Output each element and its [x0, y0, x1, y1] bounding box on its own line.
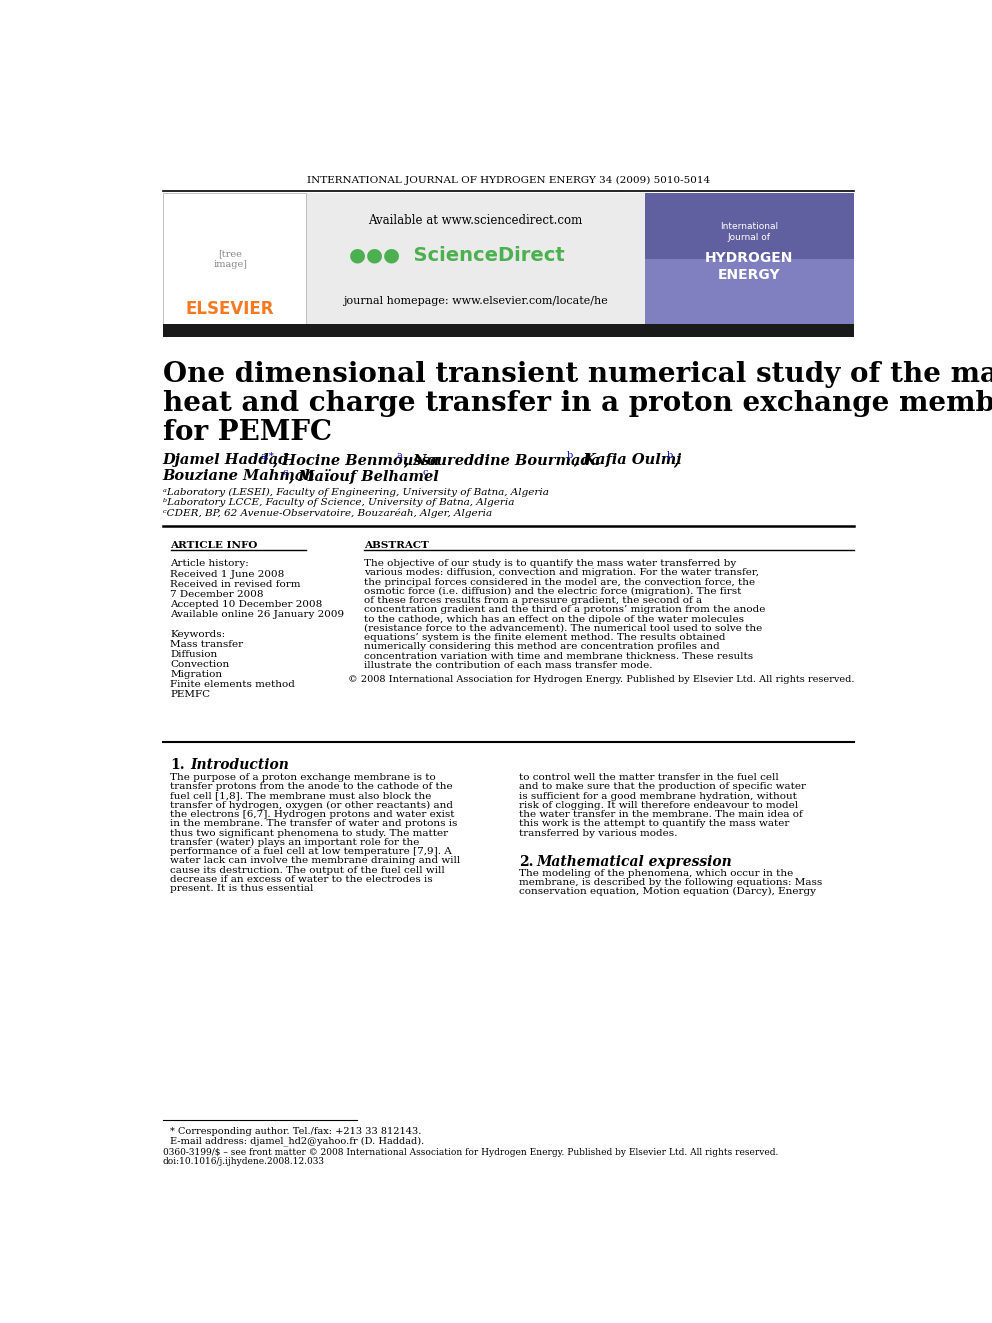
- Text: , Hocine Benmoussa: , Hocine Benmoussa: [272, 452, 439, 467]
- Text: various modes: diffusion, convection and migration. For the water transfer,: various modes: diffusion, convection and…: [364, 569, 759, 577]
- Text: the water transfer in the membrane. The main idea of: the water transfer in the membrane. The …: [519, 810, 803, 819]
- Text: ᵃLaboratory (LESEI), Faculty of Engineering, University of Batna, Algeria: ᵃLaboratory (LESEI), Faculty of Engineer…: [163, 488, 549, 497]
- Text: HYDROGEN
ENERGY: HYDROGEN ENERGY: [705, 251, 794, 282]
- Text: Mass transfer: Mass transfer: [171, 640, 244, 650]
- Text: in the membrane. The transfer of water and protons is: in the membrane. The transfer of water a…: [171, 819, 458, 828]
- Text: PEMFC: PEMFC: [171, 691, 210, 699]
- Text: ABSTRACT: ABSTRACT: [364, 541, 429, 549]
- Text: a,*: a,*: [260, 451, 274, 460]
- Text: Mathematical expression: Mathematical expression: [537, 855, 732, 869]
- Text: equations’ system is the finite element method. The results obtained: equations’ system is the finite element …: [364, 634, 726, 642]
- Text: illustrate the contribution of each mass transfer mode.: illustrate the contribution of each mass…: [364, 660, 653, 669]
- Text: transferred by various modes.: transferred by various modes.: [519, 828, 678, 837]
- Text: The objective of our study is to quantify the mass water transferred by: The objective of our study is to quantif…: [364, 560, 736, 568]
- Text: conservation equation, Motion equation (Darcy), Energy: conservation equation, Motion equation (…: [519, 888, 816, 896]
- Text: E-mail address: djamel_hd2@yahoo.fr (D. Haddad).: E-mail address: djamel_hd2@yahoo.fr (D. …: [171, 1136, 425, 1147]
- Text: risk of clogging. It will therefore endeavour to model: risk of clogging. It will therefore ende…: [519, 800, 799, 810]
- Text: c: c: [282, 467, 288, 476]
- Text: thus two significant phenomena to study. The matter: thus two significant phenomena to study.…: [171, 828, 448, 837]
- Text: journal homepage: www.elsevier.com/locate/he: journal homepage: www.elsevier.com/locat…: [342, 296, 607, 306]
- Text: Bouziane Mahmah: Bouziane Mahmah: [163, 470, 315, 483]
- Text: ●●●  ScienceDirect: ●●● ScienceDirect: [349, 246, 565, 265]
- Text: c: c: [423, 467, 428, 476]
- Text: water lack can involve the membrane draining and will: water lack can involve the membrane drai…: [171, 856, 460, 865]
- Text: transfer (water) plays an important role for the: transfer (water) plays an important role…: [171, 837, 420, 847]
- Text: present. It is thus essential: present. It is thus essential: [171, 884, 313, 893]
- Text: numerically considering this method are concentration profiles and: numerically considering this method are …: [364, 643, 720, 651]
- Bar: [163, 324, 854, 337]
- Bar: [645, 259, 854, 324]
- Text: to the cathode, which has an effect on the dipole of the water molecules: to the cathode, which has an effect on t…: [364, 615, 744, 623]
- Text: for PEMFC: for PEMFC: [163, 419, 331, 446]
- Text: Accepted 10 December 2008: Accepted 10 December 2008: [171, 599, 322, 609]
- Text: * Corresponding author. Tel./fax: +213 33 812143.: * Corresponding author. Tel./fax: +213 3…: [171, 1127, 422, 1136]
- Text: Djamel Haddad: Djamel Haddad: [163, 452, 289, 467]
- Text: a: a: [397, 451, 403, 460]
- Text: 1.: 1.: [171, 758, 186, 771]
- Text: Introduction: Introduction: [189, 758, 289, 771]
- Text: International
Journal of: International Journal of: [720, 222, 779, 242]
- Text: transfer protons from the anode to the cathode of the: transfer protons from the anode to the c…: [171, 782, 453, 791]
- Bar: [163, 193, 307, 324]
- Text: concentration variation with time and membrane thickness. These results: concentration variation with time and me…: [364, 651, 753, 660]
- Text: Finite elements method: Finite elements method: [171, 680, 296, 689]
- Text: performance of a fuel cell at low temperature [7,9]. A: performance of a fuel cell at low temper…: [171, 847, 452, 856]
- Text: Article history:: Article history:: [171, 560, 249, 568]
- Text: The purpose of a proton exchange membrane is to: The purpose of a proton exchange membran…: [171, 773, 436, 782]
- Text: decrease if an excess of water to the electrodes is: decrease if an excess of water to the el…: [171, 875, 434, 884]
- Text: , Kafia Oulmi: , Kafia Oulmi: [572, 452, 682, 467]
- Text: Received 1 June 2008: Received 1 June 2008: [171, 570, 285, 579]
- Text: concentration gradient and the third of a protons’ migration from the anode: concentration gradient and the third of …: [364, 606, 766, 614]
- Text: ARTICLE INFO: ARTICLE INFO: [171, 541, 258, 549]
- Text: and to make sure that the production of specific water: and to make sure that the production of …: [519, 782, 806, 791]
- Text: 7 December 2008: 7 December 2008: [171, 590, 264, 599]
- Text: Received in revised form: Received in revised form: [171, 579, 301, 589]
- Text: this work is the attempt to quantify the mass water: this work is the attempt to quantify the…: [519, 819, 790, 828]
- Text: Available at www.sciencedirect.com: Available at www.sciencedirect.com: [368, 214, 582, 226]
- Text: ,: ,: [673, 452, 678, 467]
- Text: b: b: [667, 451, 673, 460]
- Bar: [307, 193, 645, 324]
- Text: to control well the matter transfer in the fuel cell: to control well the matter transfer in t…: [519, 773, 779, 782]
- Text: Keywords:: Keywords:: [171, 630, 225, 639]
- Text: membrane, is described by the following equations: Mass: membrane, is described by the following …: [519, 878, 822, 886]
- Text: 0360-3199/$ – see front matter © 2008 International Association for Hydrogen Ene: 0360-3199/$ – see front matter © 2008 In…: [163, 1148, 778, 1158]
- Text: The modeling of the phenomena, which occur in the: The modeling of the phenomena, which occ…: [519, 869, 794, 877]
- Text: is sufficient for a good membrane hydration, without: is sufficient for a good membrane hydrat…: [519, 791, 798, 800]
- Text: © 2008 International Association for Hydrogen Energy. Published by Elsevier Ltd.: © 2008 International Association for Hyd…: [347, 675, 854, 684]
- Text: 2.: 2.: [519, 855, 534, 869]
- Text: ELSEVIER: ELSEVIER: [186, 300, 275, 318]
- Text: the electrons [6,7]. Hydrogen protons and water exist: the electrons [6,7]. Hydrogen protons an…: [171, 810, 455, 819]
- Text: doi:10.1016/j.ijhydene.2008.12.033: doi:10.1016/j.ijhydene.2008.12.033: [163, 1158, 324, 1167]
- Text: INTERNATIONAL JOURNAL OF HYDROGEN ENERGY 34 (2009) 5010-5014: INTERNATIONAL JOURNAL OF HYDROGEN ENERGY…: [307, 176, 710, 185]
- Text: ᶜCDER, BP, 62 Avenue-Observatoire, Bouzaréah, Alger, Algeria: ᶜCDER, BP, 62 Avenue-Observatoire, Bouza…: [163, 508, 492, 517]
- Text: heat and charge transfer in a proton exchange membrane: heat and charge transfer in a proton exc…: [163, 390, 992, 417]
- Text: fuel cell [1,8]. The membrane must also block the: fuel cell [1,8]. The membrane must also …: [171, 791, 432, 800]
- Text: (resistance force to the advancement). The numerical tool used to solve the: (resistance force to the advancement). T…: [364, 624, 763, 632]
- Text: , Noureddine Bourmada: , Noureddine Bourmada: [403, 452, 600, 467]
- Text: Migration: Migration: [171, 669, 222, 679]
- Bar: [645, 193, 854, 324]
- Text: One dimensional transient numerical study of the mass: One dimensional transient numerical stud…: [163, 360, 992, 388]
- Text: cause its destruction. The output of the fuel cell will: cause its destruction. The output of the…: [171, 865, 445, 875]
- Text: the principal forces considered in the model are, the convection force, the: the principal forces considered in the m…: [364, 578, 755, 586]
- Text: Diffusion: Diffusion: [171, 650, 218, 659]
- Text: [tree
image]: [tree image]: [213, 249, 247, 269]
- Text: transfer of hydrogen, oxygen (or other reactants) and: transfer of hydrogen, oxygen (or other r…: [171, 800, 453, 810]
- Text: b: b: [566, 451, 572, 460]
- Text: of these forces results from a pressure gradient, the second of a: of these forces results from a pressure …: [364, 597, 702, 605]
- Text: ᵇLaboratory LCCE, Faculty of Science, University of Batna, Algeria: ᵇLaboratory LCCE, Faculty of Science, Un…: [163, 499, 514, 507]
- Text: Convection: Convection: [171, 660, 230, 669]
- Text: Available online 26 January 2009: Available online 26 January 2009: [171, 610, 344, 619]
- Text: osmotic force (i.e. diffusion) and the electric force (migration). The first: osmotic force (i.e. diffusion) and the e…: [364, 587, 742, 595]
- Text: , Maïouf Belhamel: , Maïouf Belhamel: [289, 470, 439, 484]
